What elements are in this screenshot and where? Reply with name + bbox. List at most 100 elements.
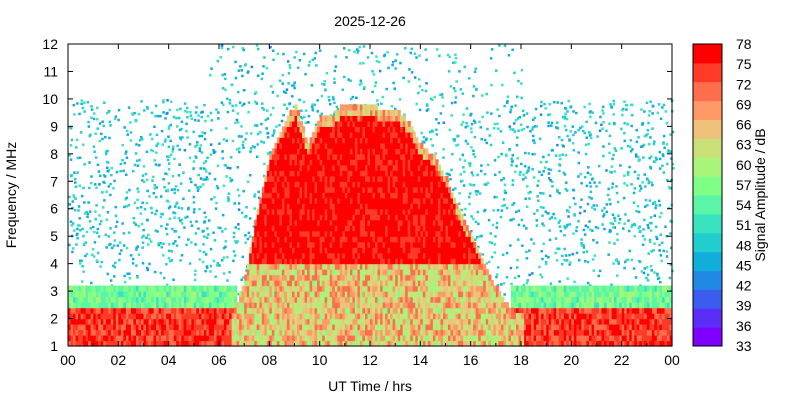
night-band-cell: [578, 296, 582, 303]
echo-cell: [342, 274, 346, 281]
echo-cell: [332, 236, 336, 243]
noise-dot: [653, 242, 656, 245]
noise-dot: [586, 202, 590, 206]
echo-cell: [281, 186, 285, 193]
echo-cell: [271, 324, 275, 331]
echo-cell: [284, 153, 288, 160]
noise-dot: [509, 266, 513, 270]
noise-dot: [547, 172, 551, 175]
noise-dot: [634, 276, 638, 279]
night-band-cell: [113, 291, 117, 298]
noise-dot: [650, 250, 653, 253]
echo-cell: [284, 285, 288, 292]
night-band-cell: [214, 302, 218, 309]
noise-dot: [588, 102, 591, 106]
echo-cell: [327, 219, 331, 226]
noise-dot: [153, 184, 157, 187]
noise-dot: [80, 102, 83, 106]
echo-cell: [281, 131, 285, 138]
echo-cell: [266, 285, 270, 292]
night-band-cell: [73, 291, 77, 298]
noise-dot: [73, 113, 76, 116]
noise-dot: [232, 231, 236, 235]
night-band-cell: [609, 318, 613, 325]
echo-cell: [309, 192, 313, 199]
echo-cell: [276, 302, 280, 309]
night-band-cell: [513, 296, 517, 303]
echo-cell: [332, 307, 336, 314]
echo-cell: [299, 164, 303, 171]
echo-cell: [271, 148, 275, 155]
echo-cell: [312, 137, 316, 144]
night-band-cell: [186, 313, 190, 320]
night-band-cell: [176, 340, 180, 347]
noise-dot: [583, 209, 586, 213]
echo-cell: [307, 318, 311, 325]
night-band-cell: [188, 313, 192, 320]
noise-dot: [148, 262, 151, 266]
echo-cell: [347, 340, 351, 347]
night-band-cell: [83, 318, 87, 325]
echo-cell: [304, 340, 308, 347]
noise-dot: [162, 100, 165, 104]
noise-dot: [126, 133, 129, 136]
night-band-cell: [624, 291, 628, 298]
noise-dot: [233, 202, 236, 205]
noise-dot: [97, 170, 101, 173]
echo-cell: [307, 280, 311, 287]
night-band-cell: [571, 318, 575, 325]
night-band-cell: [183, 335, 187, 342]
noise-dot: [671, 162, 674, 166]
echo-cell: [292, 269, 296, 276]
echo-cell: [342, 280, 346, 287]
night-band-cell: [586, 302, 590, 309]
night-band-cell: [594, 291, 598, 298]
noise-dot: [462, 113, 465, 116]
noise-dot: [394, 59, 397, 62]
night-band-cell: [656, 324, 660, 331]
echo-cell: [279, 159, 283, 166]
noise-dot: [166, 111, 169, 115]
night-band-cell: [219, 340, 223, 347]
echo-cell: [309, 340, 313, 347]
echo-cell: [234, 318, 238, 325]
noise-dot: [375, 55, 378, 58]
echo-cell: [276, 335, 280, 342]
noise-dot: [418, 85, 422, 88]
night-band-cell: [561, 318, 565, 325]
night-band-cell: [110, 302, 114, 309]
night-band-cell: [656, 340, 660, 347]
noise-dot: [588, 220, 591, 223]
echo-cell: [299, 340, 303, 347]
echo-cell: [307, 263, 311, 270]
noise-dot: [249, 147, 253, 150]
night-band-cell: [151, 296, 155, 303]
echo-cell: [266, 230, 270, 237]
noise-dot: [295, 50, 298, 54]
noise-dot: [551, 180, 554, 183]
night-band-cell: [88, 318, 92, 325]
echo-cell: [347, 131, 351, 138]
noise-dot: [181, 136, 184, 139]
echo-cell: [276, 324, 280, 331]
night-band-cell: [186, 302, 190, 309]
noise-dot: [203, 161, 206, 165]
echo-cell: [289, 131, 293, 138]
noise-dot: [556, 101, 559, 104]
noise-dot: [156, 230, 159, 233]
echo-cell: [259, 340, 263, 347]
echo-cell: [334, 329, 338, 336]
echo-cell: [349, 280, 353, 287]
night-band-cell: [591, 307, 595, 314]
echo-cell: [349, 252, 353, 259]
night-band-cell: [100, 307, 104, 314]
echo-cell: [302, 126, 306, 133]
noise-dot: [479, 126, 482, 129]
echo-cell: [254, 340, 258, 347]
echo-cell: [281, 181, 285, 188]
echo-cell: [319, 335, 323, 342]
echo-cell: [319, 219, 323, 226]
night-band-cell: [614, 324, 618, 331]
night-band-cell: [611, 291, 615, 298]
night-band-cell: [644, 335, 648, 342]
